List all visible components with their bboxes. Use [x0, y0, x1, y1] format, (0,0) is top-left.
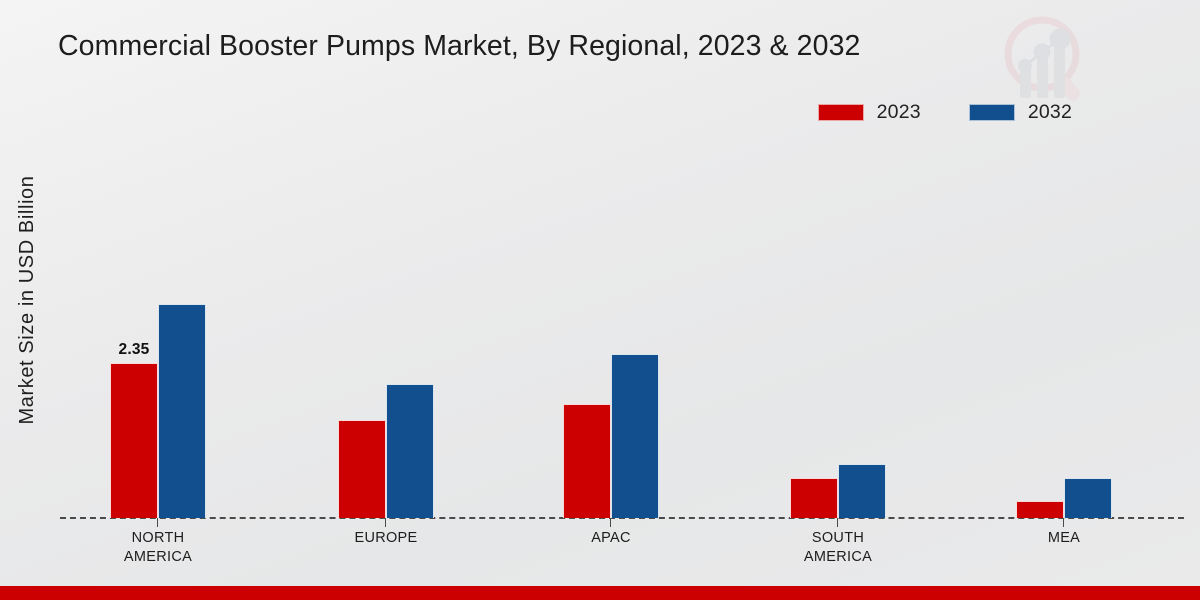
- chart-title: Commercial Booster Pumps Market, By Regi…: [58, 30, 861, 62]
- bar-2023-south-america[interactable]: [790, 478, 838, 518]
- bar-group-north-america: 2.35 NORTH AMERICA: [110, 118, 206, 565]
- x-axis-tick: [157, 518, 158, 527]
- bar-2032-south-america[interactable]: [838, 464, 886, 518]
- bar-2032-apac[interactable]: [611, 354, 659, 518]
- bar-group-apac: APAC: [563, 118, 659, 546]
- x-axis-label-apac: APAC: [591, 530, 631, 546]
- legend-swatch-2023: [817, 104, 864, 121]
- x-axis-tick: [610, 518, 611, 527]
- bar-2023-apac[interactable]: [563, 404, 611, 518]
- bar-group-mea: MEA: [1016, 118, 1112, 546]
- bar-2032-mea[interactable]: [1064, 478, 1112, 518]
- bar-2032-europe[interactable]: [386, 384, 434, 518]
- bar-group-europe: EUROPE: [338, 118, 434, 546]
- x-axis-tick: [837, 518, 838, 527]
- x-axis-label-south-america: SOUTH AMERICA: [803, 530, 873, 565]
- bar-value-label: 2.35: [118, 341, 150, 358]
- legend-swatch-2032: [968, 104, 1015, 121]
- bars-wrapper: [563, 118, 659, 518]
- bar-group-south-america: SOUTH AMERICA: [790, 118, 886, 565]
- bar-2023-mea[interactable]: [1016, 501, 1064, 518]
- bars-wrapper: [790, 118, 886, 518]
- footer-accent-bar: [0, 586, 1200, 600]
- x-axis-baseline: [60, 517, 1184, 519]
- bar-2023-north-america[interactable]: [110, 363, 158, 518]
- x-axis-tick: [385, 518, 386, 527]
- legend-label-2023: 2023: [876, 101, 921, 123]
- bar-2023-europe[interactable]: [338, 420, 386, 518]
- x-axis-label-north-america: NORTH AMERICA: [123, 530, 193, 565]
- bars-wrapper: [1016, 118, 1112, 518]
- legend-label-2032: 2032: [1027, 101, 1072, 123]
- x-axis-tick: [1063, 518, 1064, 527]
- bar-2032-north-america[interactable]: [158, 304, 206, 518]
- bars-wrapper: [338, 118, 434, 518]
- chart-legend: 2023 2032: [817, 101, 1072, 124]
- legend-item-2023[interactable]: 2023: [817, 101, 921, 124]
- x-axis-label-europe: EUROPE: [354, 530, 418, 546]
- bars-wrapper: [110, 118, 206, 518]
- legend-item-2032[interactable]: 2032: [968, 101, 1072, 124]
- x-axis-label-mea: MEA: [1047, 530, 1081, 546]
